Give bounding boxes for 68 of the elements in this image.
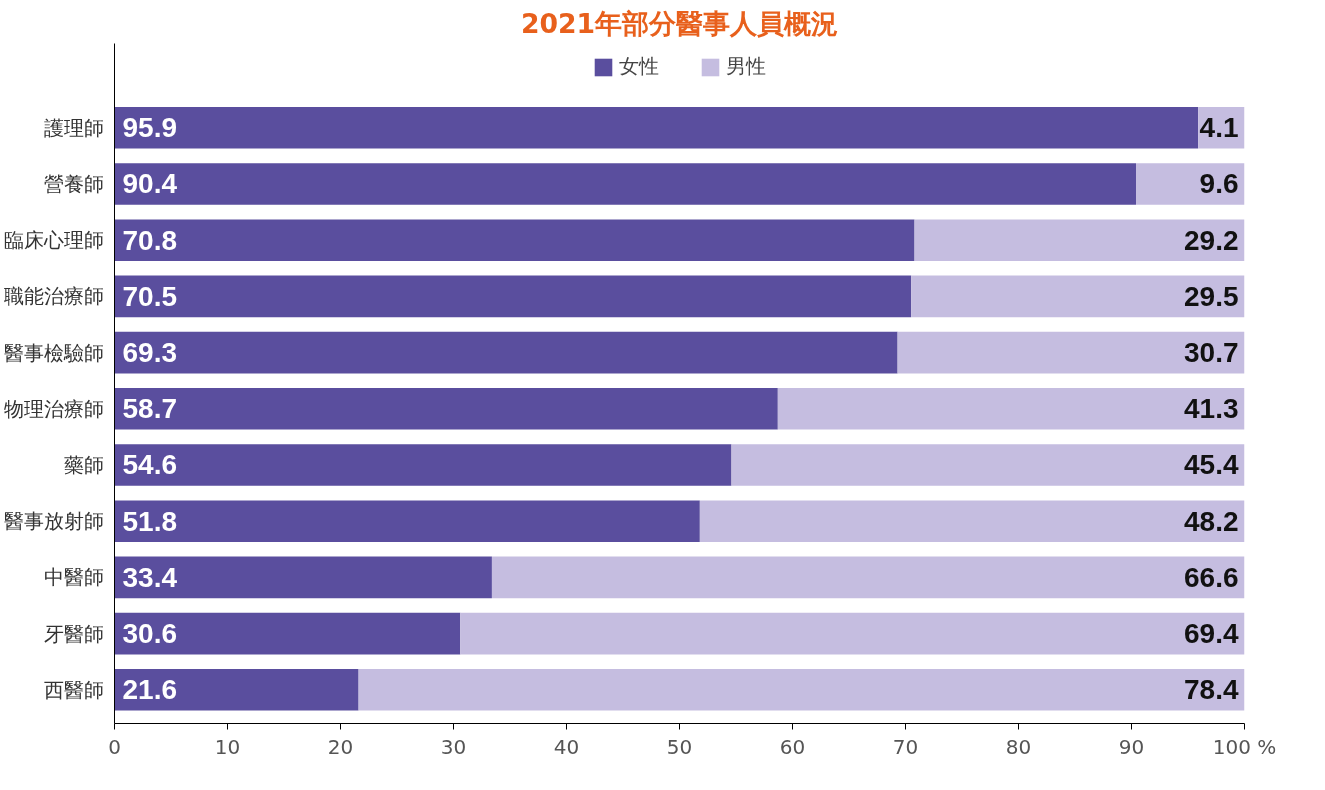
- y-tick-label: 中醫師: [43, 565, 104, 590]
- bar: [1136, 163, 1245, 205]
- bar: [114, 275, 912, 318]
- bar: [777, 388, 1245, 430]
- x-tick-label: 90: [1118, 734, 1145, 759]
- data-label: 69.3: [122, 337, 177, 369]
- data-label: 30.7: [1184, 337, 1239, 369]
- data-label: 90.4: [122, 168, 178, 200]
- x-tick-label: 70: [892, 734, 919, 759]
- data-label: 29.5: [1184, 280, 1239, 312]
- bar: [699, 500, 1245, 542]
- data-label: 58.7: [122, 393, 177, 425]
- data-label: 78.4: [1184, 674, 1239, 706]
- bar: [114, 500, 700, 542]
- bar: [114, 107, 1199, 149]
- x-tick-label: 40: [553, 734, 580, 759]
- bar: [911, 275, 1245, 318]
- data-label: 66.6: [1184, 561, 1239, 593]
- y-tick-label: 西醫師: [43, 677, 104, 702]
- x-tick-label: 30: [440, 734, 467, 759]
- x-tick-label: 20: [327, 734, 354, 759]
- data-label: 54.6: [122, 449, 177, 481]
- data-label: 21.6: [122, 674, 177, 706]
- bar: [491, 556, 1245, 599]
- x-tick-label: 0: [108, 734, 121, 759]
- bar: [731, 444, 1245, 486]
- x-tick-label: 50: [666, 734, 693, 759]
- bar: [358, 668, 1245, 711]
- data-label: 45.4: [1184, 449, 1239, 481]
- data-label: 70.8: [122, 224, 177, 256]
- x-tick-label: 80: [1005, 734, 1032, 759]
- y-tick-label: 醫事檢驗師: [3, 340, 104, 365]
- x-tick-label: 100 %: [1212, 734, 1277, 759]
- data-label: 30.6: [122, 618, 177, 650]
- bar: [114, 668, 359, 711]
- y-tick-label: 物理治療師: [3, 396, 104, 421]
- data-label: 29.2: [1184, 224, 1239, 256]
- bar: [114, 556, 492, 599]
- legend-label: 男性: [726, 53, 766, 80]
- y-tick-label: 臨床心理師: [3, 228, 104, 253]
- y-tick-label: 護理師: [43, 115, 104, 140]
- y-tick-label: 藥師: [63, 452, 104, 477]
- bar: [897, 331, 1245, 374]
- data-label: 33.4: [122, 561, 178, 593]
- data-label: 70.5: [122, 280, 177, 312]
- y-tick-label: 職能治療師: [3, 284, 104, 309]
- bar: [114, 331, 898, 374]
- data-label: 4.1: [1199, 112, 1239, 144]
- data-label: 51.8: [122, 505, 177, 537]
- bar: [114, 444, 732, 486]
- bar: [114, 219, 915, 261]
- data-label: 9.6: [1199, 168, 1239, 200]
- data-label: 41.3: [1184, 393, 1239, 425]
- bar: [114, 612, 461, 655]
- bar: [914, 219, 1245, 261]
- x-tick-label: 60: [779, 734, 806, 759]
- data-label: 69.4: [1184, 618, 1239, 650]
- y-tick-label: 醫事放射師: [3, 509, 104, 534]
- y-tick-label: 營養師: [43, 172, 104, 196]
- bar: [460, 612, 1245, 655]
- data-label: 48.2: [1184, 505, 1239, 537]
- y-tick-label: 牙醫師: [43, 621, 104, 646]
- chart-title: 2021年部分醫事人員概況: [520, 7, 839, 39]
- data-label: 95.9: [122, 112, 177, 144]
- bar: [114, 163, 1137, 205]
- legend-label: 女性: [619, 53, 659, 80]
- x-tick-label: 10: [214, 734, 241, 759]
- bar: [114, 388, 778, 430]
